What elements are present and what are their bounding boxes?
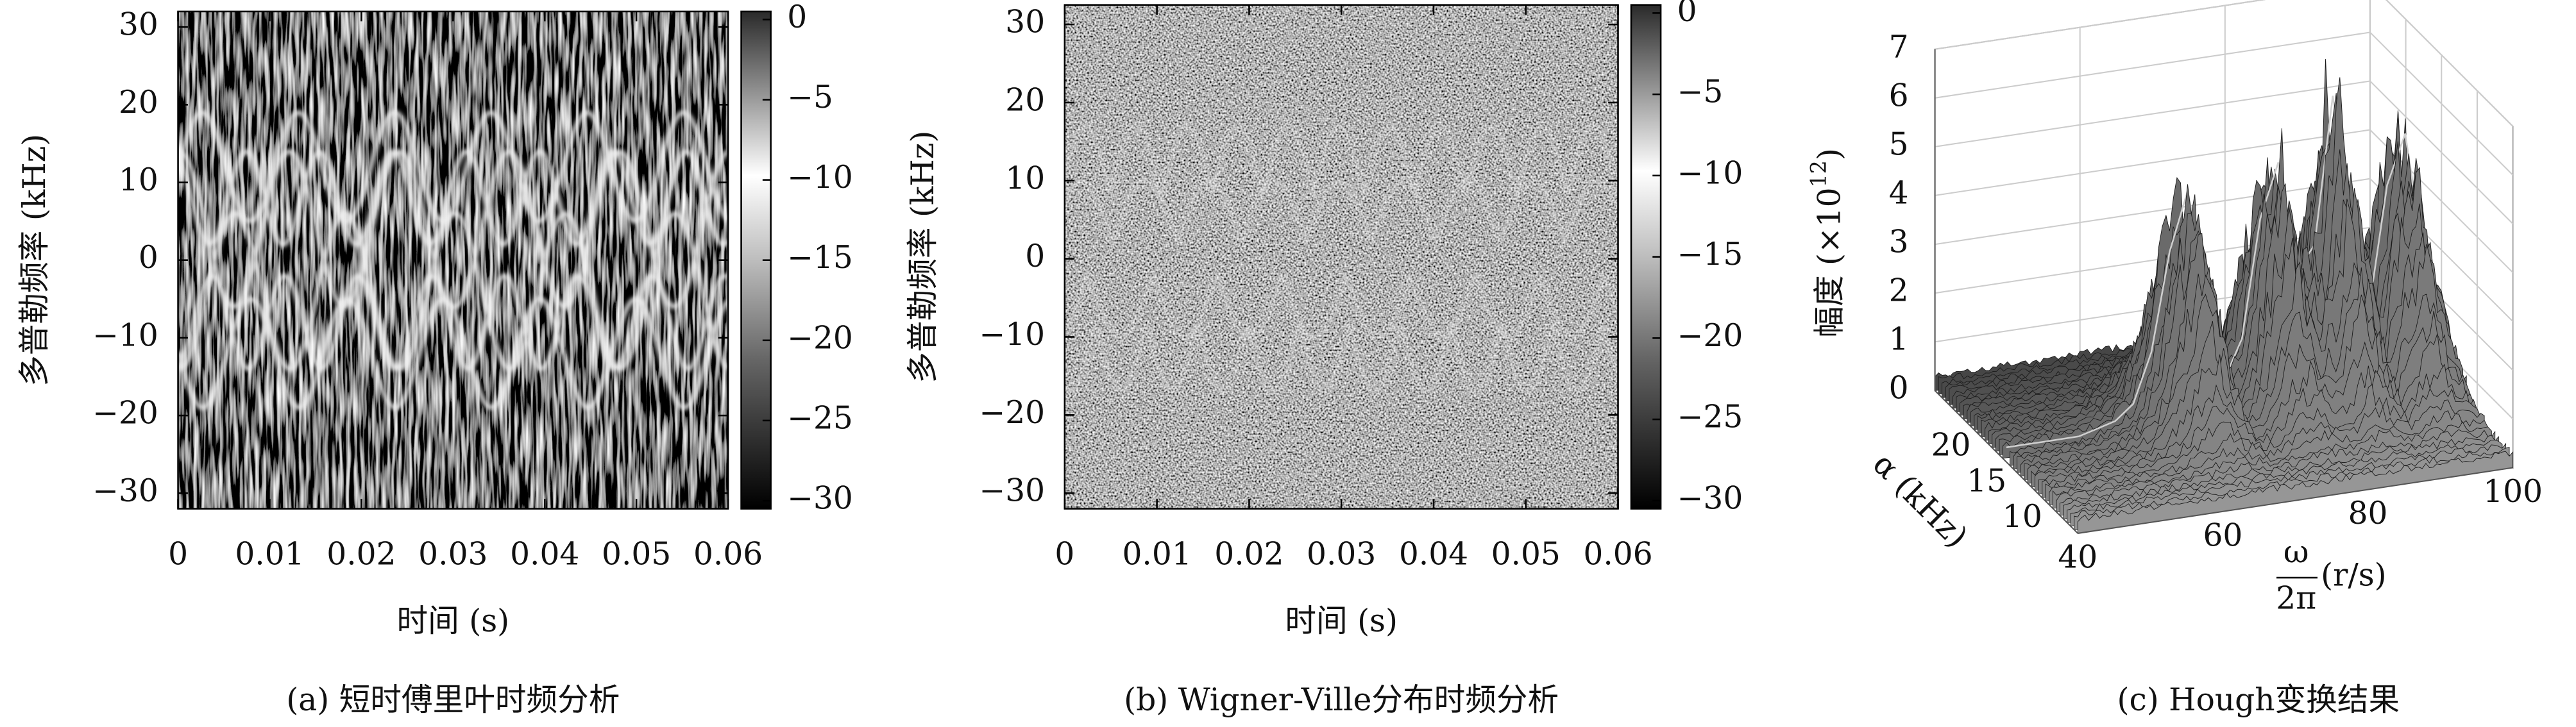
x-axis-label: 时间 (s) — [397, 603, 510, 639]
ridge-curve — [178, 211, 729, 372]
axis-line — [1934, 390, 2078, 534]
x-tick-label: 0 — [168, 536, 188, 572]
y-tick-label: 20 — [119, 85, 158, 121]
x-tick-label: 0.02 — [326, 536, 396, 572]
y-axis-label: 多普勒频率 (kHz) — [905, 131, 941, 383]
z-axis-label: 幅度 (×1012) — [1806, 148, 1847, 338]
z-tick-label: 0 — [1889, 371, 1909, 406]
x-axis-label: 时间 (s) — [1285, 603, 1398, 639]
x-tick-label: 0.05 — [1491, 536, 1561, 572]
x-tick-label: 40 — [2058, 539, 2097, 575]
ridge-curve — [1064, 180, 1618, 246]
y-tick-label: 30 — [1005, 4, 1045, 40]
spectrogram — [178, 11, 729, 509]
colorbar-tick-label: −30 — [787, 481, 853, 517]
colorbar-tick-label: −15 — [1677, 237, 1743, 272]
colorbar-tick-label: −25 — [1677, 399, 1743, 435]
x-tick-label: 0.01 — [235, 536, 304, 572]
x-axis-label-numerator: ω — [2284, 535, 2309, 571]
colorbar-tick-label: −10 — [787, 160, 853, 196]
surface-slice — [2038, 333, 2474, 495]
y-tick-label: 15 — [1967, 463, 2006, 499]
z-tick-label: 1 — [1889, 322, 1909, 358]
x-tick-label: 0.03 — [1307, 536, 1376, 572]
z-axis-label-close: ) — [1811, 148, 1847, 160]
colorbar-tick-label: 0 — [787, 0, 807, 35]
y-tick-label: 10 — [1005, 160, 1045, 196]
ridge-curve — [178, 273, 729, 372]
x-tick-label: 0.04 — [510, 536, 579, 572]
spectrogram — [1064, 4, 1618, 509]
ridge-curve — [178, 296, 729, 410]
y-tick-label: −20 — [92, 396, 158, 431]
z-tick-label: 7 — [1889, 29, 1909, 65]
colorbar-tick-label: −25 — [787, 400, 853, 436]
y-tick-label: −30 — [979, 473, 1046, 509]
y-tick-label: 20 — [1931, 428, 1971, 464]
y-tick-label: 30 — [119, 7, 158, 43]
x-tick-label: 0.04 — [1399, 536, 1468, 572]
x-tick-label: 0.03 — [418, 536, 487, 572]
colorbar-tick-label: 0 — [1677, 0, 1697, 29]
surface-slice — [2077, 451, 2514, 534]
y-axis-label: 多普勒频率 (kHz) — [17, 134, 53, 387]
ridge-curve — [1064, 272, 1618, 338]
colorbar-tick-label: −5 — [1677, 74, 1724, 110]
z-tick-label: 3 — [1889, 224, 1909, 260]
colorbar-tick-label: −20 — [787, 320, 853, 356]
surface-slice — [2035, 294, 2471, 491]
x-tick-label: 100 — [2483, 474, 2543, 510]
axis-line — [2078, 467, 2513, 534]
caption: (b) Wigner-Ville分布时频分析 — [1124, 682, 1559, 718]
caption: (a) 短时傅里叶时频分析 — [286, 682, 620, 718]
z-tick-label: 4 — [1889, 175, 1909, 211]
y-tick-label: 20 — [1005, 82, 1045, 118]
y-tick-label: −10 — [92, 317, 158, 353]
colorbar-tick-label: −5 — [787, 79, 833, 115]
colorbar-tick-label: −15 — [787, 240, 853, 276]
y-tick-label: −30 — [92, 473, 158, 509]
z-axis-label-exponent: 12 — [1806, 160, 1831, 187]
ridge-texture — [178, 110, 729, 410]
y-tick-label: 0 — [1025, 238, 1045, 274]
y-tick-label: −10 — [979, 317, 1046, 353]
y-tick-label: 0 — [139, 240, 158, 276]
x-axis-label-denominator: 2π — [2276, 580, 2316, 616]
x-tick-label: 60 — [2203, 517, 2242, 553]
colorbar-tick-label: −20 — [1677, 318, 1743, 354]
caption: (c) Hough变换结果 — [2117, 682, 2400, 718]
ridge-curve — [1064, 323, 1618, 393]
ridge-curve — [1064, 124, 1618, 200]
z-tick-label: 6 — [1889, 78, 1909, 113]
ridge-curve — [178, 149, 729, 310]
x-tick-label: 0.05 — [602, 536, 671, 572]
z-axis-label-base: 幅度 (×10 — [1811, 187, 1847, 337]
y-tick-label: −20 — [979, 395, 1046, 431]
z-tick-label: 2 — [1889, 273, 1909, 309]
x-tick-label: 0.01 — [1123, 536, 1192, 572]
x-tick-label: 0.06 — [1583, 536, 1652, 572]
x-tick-label: 0.02 — [1214, 536, 1284, 572]
y-tick-label: 10 — [119, 162, 158, 198]
ridge-curve — [178, 148, 729, 247]
colorbar-tick-label: −10 — [1677, 155, 1743, 191]
x-tick-label: 0.06 — [693, 536, 763, 572]
colorbar-tick-label: −30 — [1677, 480, 1743, 516]
ridge-texture — [1064, 124, 1618, 393]
z-tick-label: 5 — [1889, 126, 1909, 162]
x-tick-label: 0 — [1055, 536, 1074, 572]
x-tick-label: 80 — [2348, 496, 2388, 531]
x-axis-label-unit: (r/s) — [2321, 558, 2387, 594]
y-tick-label: 10 — [2003, 499, 2042, 535]
